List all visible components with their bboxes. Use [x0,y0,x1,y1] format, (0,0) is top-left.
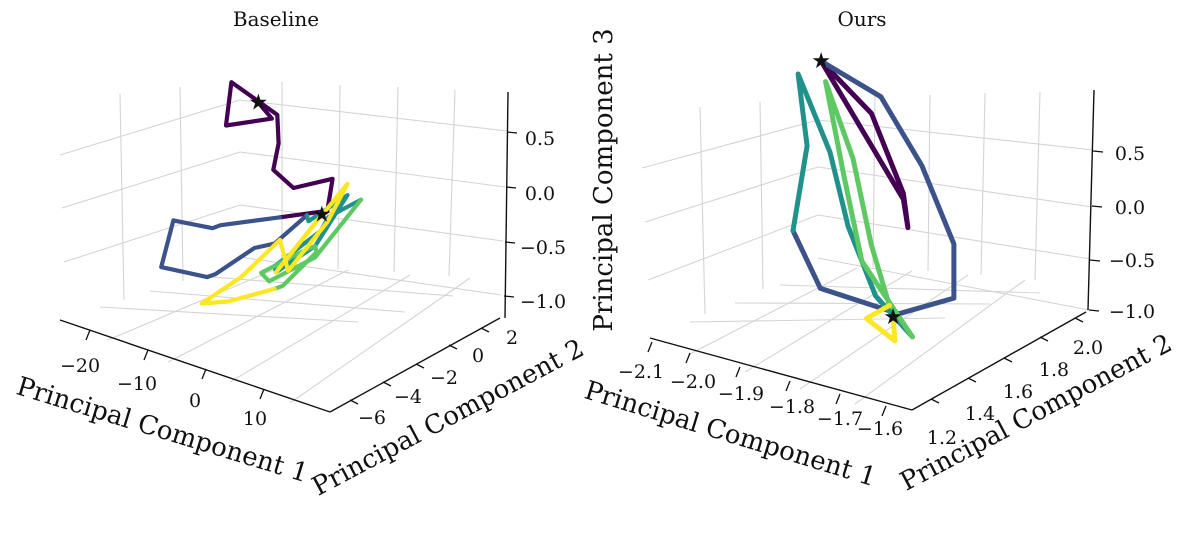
trajectory-series-0 [223,80,335,220]
ours-xtick: −1.9 [718,383,764,405]
end-star-marker: ★ [883,305,903,330]
ours-xtick: −1.6 [857,418,903,440]
trajectory-series-3 [823,79,915,340]
ours-z-ticks: 0.5 0.0 −0.5 −1.0 [1088,143,1155,323]
ours-xtick: −2.1 [618,361,664,383]
baseline-axis-lines [59,91,509,413]
ours-xtick: −1.7 [817,408,863,430]
baseline-ytick: 2 [506,327,518,349]
ours-axis-lines [649,89,1095,411]
baseline-xtick: −10 [117,373,157,395]
ours-title: Ours [837,7,886,31]
ours-panel: Ours [581,7,1177,497]
baseline-ztick: −1.0 [520,291,566,313]
baseline-title: Baseline [233,7,319,31]
ours-x-ticks: −2.1 −2.0 −1.9 −1.8 −1.7 −1.6 [618,341,903,440]
ours-xtick: −1.8 [769,396,815,418]
baseline-trajectories: ★★ [159,80,364,306]
start-star-marker: ★ [811,49,831,74]
baseline-panel: Baseline [13,7,589,502]
ours-xtick: −2.0 [670,371,716,393]
baseline-y-ticks: −6 −4 −2 0 2 [349,327,518,429]
ours-ytick: 1.2 [927,427,957,449]
trajectory-series-1 [159,213,310,280]
trajectory-series-4 [863,303,898,344]
baseline-ytick: 0 [472,345,484,367]
ours-ytick: 2.0 [1073,337,1103,359]
ours-ytick: 1.8 [1039,359,1069,381]
ours-zlabel: Principal Component 3 [589,28,619,331]
baseline-ztick: −0.5 [520,237,566,259]
baseline-ztick: 0.5 [525,128,555,150]
baseline-ztick: 0.0 [525,183,555,205]
trajectory-series-2 [790,71,915,340]
start-star-marker: ★ [249,91,269,116]
end-star-marker: ★ [312,203,332,228]
ours-ztick: −0.5 [1109,250,1155,272]
trajectory-series-1 [790,58,957,317]
baseline-gridlines [59,82,508,404]
baseline-ytick: −4 [394,386,422,408]
baseline-axis-panes [60,80,508,412]
trajectory-series-4 [199,181,350,306]
baseline-x-ticks: −20 −10 0 10 [60,329,267,430]
baseline-xtick: 10 [243,408,267,430]
ours-ytick: 1.6 [1003,381,1033,403]
ours-ztick: 0.5 [1115,143,1145,165]
baseline-xtick: 0 [189,390,201,412]
trajectory-series-0 [818,58,911,231]
ours-ytick: 1.4 [965,403,995,425]
ours-ztick: −1.0 [1109,301,1155,323]
baseline-ytick: −6 [358,407,386,429]
ours-y-ticks: 1.2 1.4 1.6 1.8 2.0 [927,317,1103,449]
baseline-ytick: −2 [430,367,458,389]
baseline-xtick: −20 [60,355,100,377]
ours-ztick: 0.0 [1115,197,1145,219]
ours-trajectories: ★★ [790,49,957,344]
baseline-z-ticks: 0.5 0.0 −0.5 −1.0 [503,128,566,313]
